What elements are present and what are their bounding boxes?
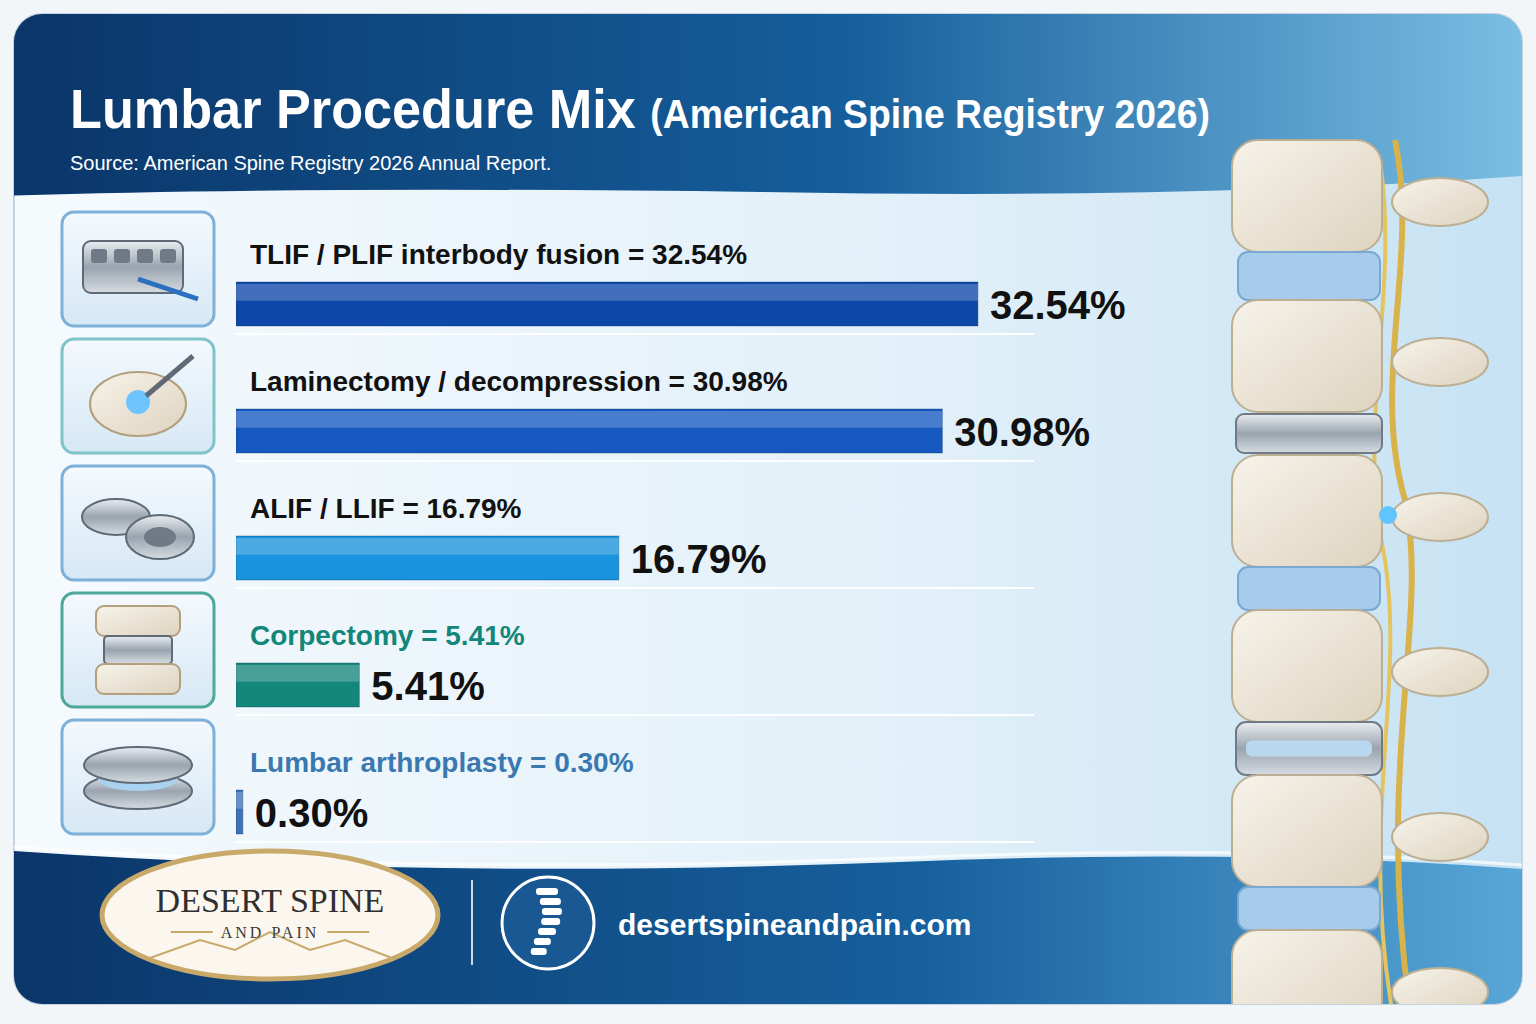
- bar: [236, 409, 942, 453]
- data-label: 0.30%: [255, 791, 368, 835]
- category-label: TLIF / PLIF interbody fusion = 32.54%: [250, 239, 747, 270]
- labels: TLIF / PLIF interbody fusion = 32.54% 32.…: [250, 239, 1126, 835]
- spine-badge-vertebra: [541, 918, 560, 925]
- icon-shape: [144, 527, 176, 547]
- bar: [236, 536, 619, 580]
- bar-gloss: [236, 538, 619, 555]
- vertebra-body: [1232, 140, 1382, 252]
- spine-badge-vertebra: [534, 938, 551, 945]
- icon-shape: [146, 356, 193, 396]
- range-lines: [236, 334, 1034, 842]
- title-main: Lumbar Procedure Mix: [70, 77, 650, 140]
- range-line: [236, 714, 1034, 716]
- icon-shape: [96, 664, 180, 694]
- disc-implant: [1236, 722, 1382, 775]
- icon-box: [62, 212, 214, 326]
- category-label: ALIF / LLIF = 16.79%: [250, 493, 522, 524]
- vertebra-process: [1392, 813, 1488, 861]
- icon-box: [62, 720, 214, 834]
- footer-divider: [471, 880, 473, 965]
- icon-box: [62, 593, 214, 707]
- icon-shape: [104, 636, 172, 664]
- bar-gloss: [236, 284, 978, 301]
- data-label: 32.54%: [990, 283, 1126, 327]
- icon-shape: [84, 747, 192, 783]
- data-label: 5.41%: [371, 664, 484, 708]
- category-label: Lumbar arthroplasty = 0.30%: [250, 747, 634, 778]
- logo-name: DESERT SPINE: [156, 882, 385, 919]
- icon-shape: [96, 606, 180, 636]
- bar: [236, 663, 359, 707]
- highlight-glow: [1379, 506, 1397, 524]
- vertebra-body: [1232, 930, 1382, 1004]
- vertebra-process: [1392, 338, 1488, 386]
- logo-rule: [327, 931, 369, 933]
- interbody-cage: [1236, 414, 1382, 453]
- data-label: 16.79%: [631, 537, 767, 581]
- vertebra-process: [1392, 178, 1488, 226]
- icon-shape: [160, 249, 176, 263]
- icon-shape: [137, 249, 153, 263]
- range-line: [236, 587, 1034, 589]
- vertebra-process: [1392, 493, 1488, 541]
- icon-shape: [90, 372, 186, 436]
- spine-badge-vertebra: [536, 888, 558, 895]
- range-line: [236, 333, 1034, 335]
- chart-subtitle: Source: American Spine Registry 2026 Ann…: [70, 152, 551, 174]
- icon-box: [62, 339, 214, 453]
- spine-illustration: [1232, 140, 1488, 1004]
- spine-badge-vertebra: [531, 948, 547, 955]
- logo-badge: [102, 851, 438, 979]
- chart-root: Lumbar Procedure Mix (American Spine Reg…: [0, 0, 1536, 1024]
- range-line: [236, 841, 1034, 843]
- icons: [62, 212, 214, 834]
- logo-rule: [171, 931, 213, 933]
- vertebra-body: [1232, 610, 1382, 722]
- data-label: 30.98%: [954, 410, 1090, 454]
- spine-badge-vertebra: [540, 898, 561, 905]
- logo-tagline: AND PAIN: [221, 924, 320, 941]
- card-content: Lumbar Procedure Mix (American Spine Reg…: [14, 14, 1522, 1004]
- spine-badge-vertebra: [538, 928, 556, 935]
- spine-badge: [502, 877, 594, 969]
- disc: [1238, 887, 1380, 930]
- vertebra-body: [1232, 455, 1382, 567]
- vertebra-body: [1232, 300, 1382, 412]
- disc-implant-core: [1246, 741, 1372, 757]
- title-paren: (American Spine Registry 2026): [650, 92, 1210, 136]
- disc: [1238, 567, 1380, 610]
- bars: [236, 282, 978, 834]
- bar-gloss: [236, 411, 942, 428]
- nerve: [1392, 140, 1412, 1004]
- range-line: [236, 460, 1034, 462]
- category-label: Laminectomy / decompression = 30.98%: [250, 366, 788, 397]
- spine-badge-vertebra: [542, 908, 562, 915]
- icon-box: [62, 466, 214, 580]
- vertebra-process: [1392, 648, 1488, 696]
- footer: DESERT SPINE AND PAIN desertspineandpain.c…: [102, 851, 971, 979]
- vertebra-process: [1392, 968, 1488, 1004]
- vertebra-body: [1232, 775, 1382, 887]
- icon-shape: [83, 241, 183, 293]
- icon-shape: [114, 249, 130, 263]
- bar: [236, 282, 978, 326]
- bar: [236, 790, 243, 834]
- disc: [1238, 252, 1380, 300]
- icon-shape: [126, 515, 194, 559]
- category-label: Corpectomy = 5.41%: [250, 620, 525, 651]
- icon-shape: [138, 279, 198, 299]
- icon-shape: [91, 249, 107, 263]
- bar-gloss: [236, 792, 243, 809]
- bar-gloss: [236, 665, 359, 682]
- chart-title: Lumbar Procedure Mix (American Spine Reg…: [70, 77, 1210, 140]
- website: desertspineandpain.com: [618, 908, 971, 941]
